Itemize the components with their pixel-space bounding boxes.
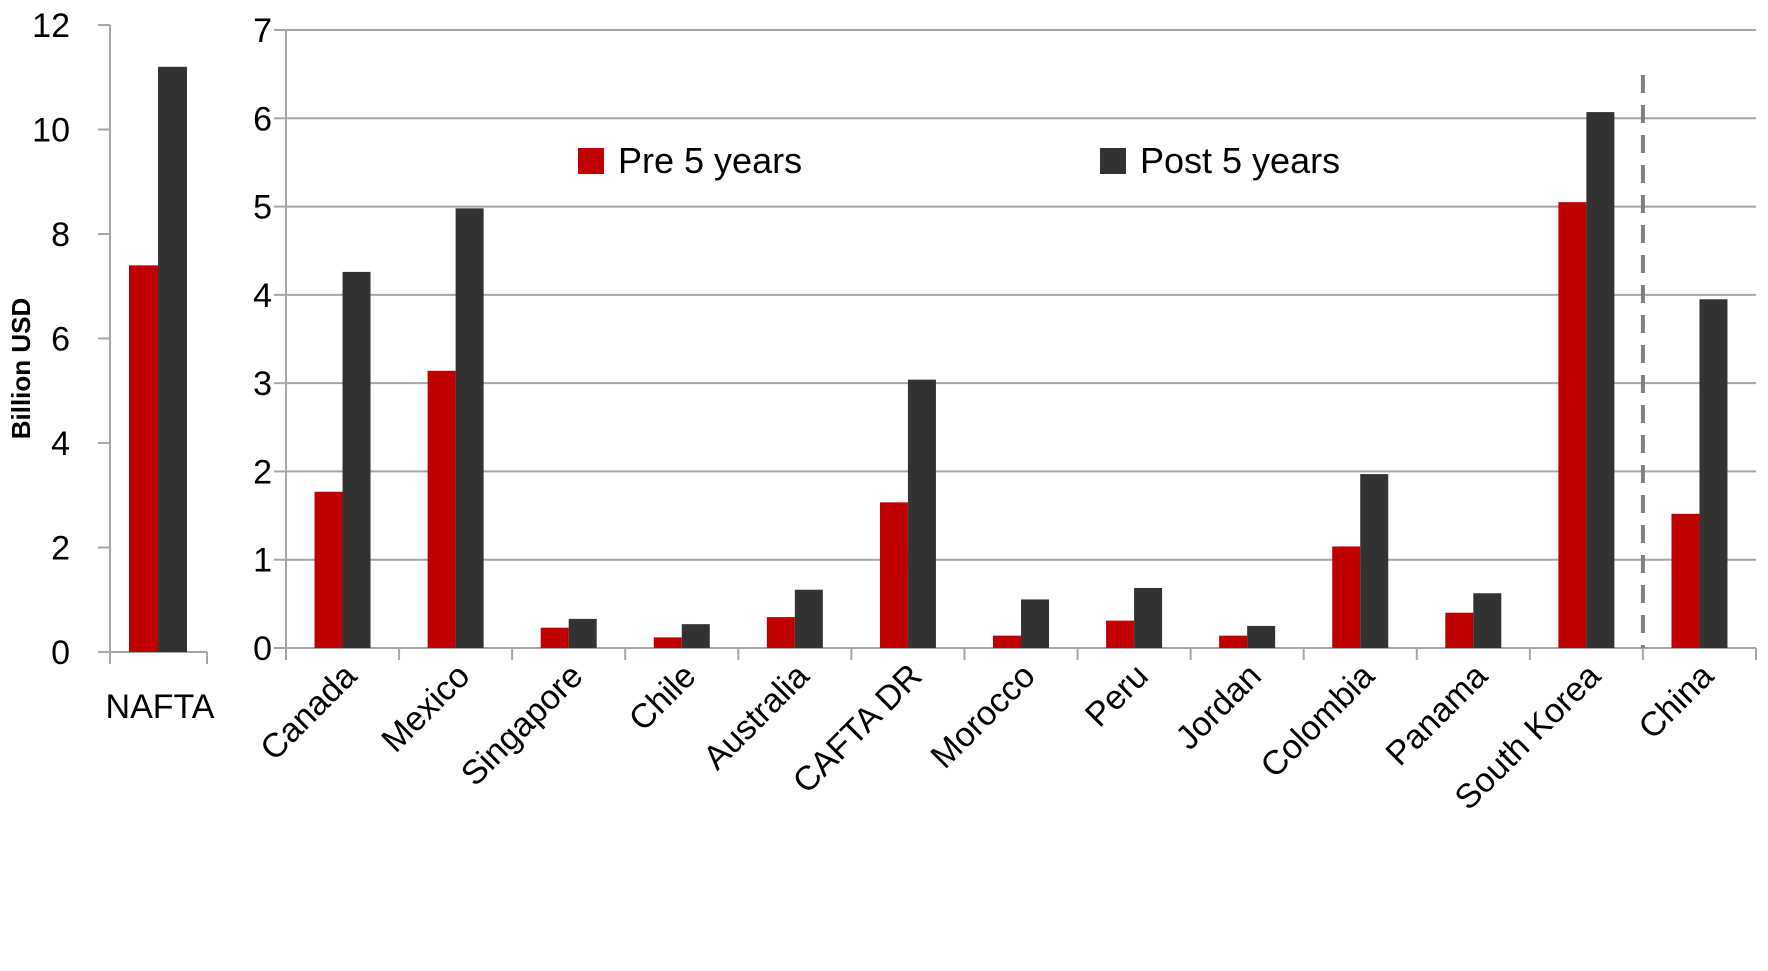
y-tick-label: 1 <box>253 542 272 580</box>
x-tick-label-canada: Canada <box>253 657 364 768</box>
nafta-y-tick-label: 4 <box>51 425 70 463</box>
x-tick-label-australia: Australia <box>696 657 816 777</box>
bar-pre-colombia <box>1332 546 1361 648</box>
y-tick-label: 2 <box>253 453 272 491</box>
bar-pre-peru <box>1106 620 1135 648</box>
bar-post-nafta <box>158 66 187 653</box>
nafta-y-tick-label: 6 <box>51 321 70 359</box>
bar-pre-south-korea <box>1558 202 1587 648</box>
bar-pre-mexico <box>427 370 456 648</box>
legend-swatch-pre <box>578 148 604 174</box>
y-tick-label: 3 <box>253 365 272 403</box>
bar-pre-singapore <box>540 627 569 648</box>
legend-swatch-post <box>1100 148 1126 174</box>
x-tick-label-panama: Panama <box>1379 657 1495 773</box>
nafta-y-tick-label: 12 <box>32 7 70 45</box>
bar-post-chile <box>681 624 710 648</box>
bar-pre-panama <box>1445 612 1474 648</box>
bar-pre-canada <box>314 491 343 648</box>
bar-post-jordan <box>1247 625 1276 648</box>
nafta-y-tick-label: 10 <box>32 112 70 150</box>
x-tick-label-morocco: Morocco <box>924 657 1043 776</box>
nafta-y-tick-label: 2 <box>51 530 70 568</box>
x-tick-label-mexico: Mexico <box>374 657 477 760</box>
x-tick-label-chile: Chile <box>622 657 704 739</box>
y-axis-title: Billion USD <box>6 298 36 440</box>
bar-post-colombia <box>1360 474 1389 648</box>
bar-post-panama <box>1473 593 1502 648</box>
x-tick-label-china: China <box>1631 657 1721 747</box>
bar-post-peru <box>1134 587 1163 648</box>
bar-post-china <box>1699 299 1728 648</box>
nafta-panel: 0 2 4 6 8 10 12 Billion USD NAFTA <box>6 7 215 726</box>
bar-pre-cafta-dr <box>879 502 908 648</box>
bar-post-morocco <box>1021 599 1049 648</box>
bar-pre-morocco <box>993 635 1021 648</box>
x-tick-label-singapore: Singapore <box>454 657 590 793</box>
legend: Pre 5 years Post 5 years <box>578 140 1340 181</box>
nafta-y-tick-label: 0 <box>51 634 70 672</box>
y-tick-label: 5 <box>253 189 272 227</box>
bar-post-canada <box>342 271 371 648</box>
bar-pre-nafta <box>129 265 158 652</box>
bar-pre-chile <box>653 637 682 648</box>
bar-post-singapore <box>568 618 597 648</box>
nafta-y-tick-label: 8 <box>51 216 70 254</box>
x-tick-label-colombia: Colombia <box>1253 657 1381 785</box>
bar-post-australia <box>794 589 823 648</box>
legend-label-pre: Pre 5 years <box>618 140 802 181</box>
x-tick-label-jordan: Jordan <box>1168 657 1268 757</box>
x-tick-label-nafta: NAFTA <box>106 688 215 726</box>
legend-label-post: Post 5 years <box>1140 140 1340 181</box>
x-tick-label-peru: Peru <box>1078 657 1156 735</box>
y-tick-label: 7 <box>253 12 272 50</box>
bar-pre-china <box>1671 513 1700 648</box>
bar-post-south-korea <box>1586 112 1615 648</box>
bar-post-mexico <box>455 208 484 648</box>
y-tick-label: 4 <box>253 277 272 315</box>
y-tick-label: 6 <box>253 100 272 138</box>
bar-pre-australia <box>766 617 795 648</box>
bar-post-cafta-dr <box>907 379 936 648</box>
bar-pre-jordan <box>1219 635 1248 648</box>
y-tick-label: 0 <box>253 630 272 668</box>
